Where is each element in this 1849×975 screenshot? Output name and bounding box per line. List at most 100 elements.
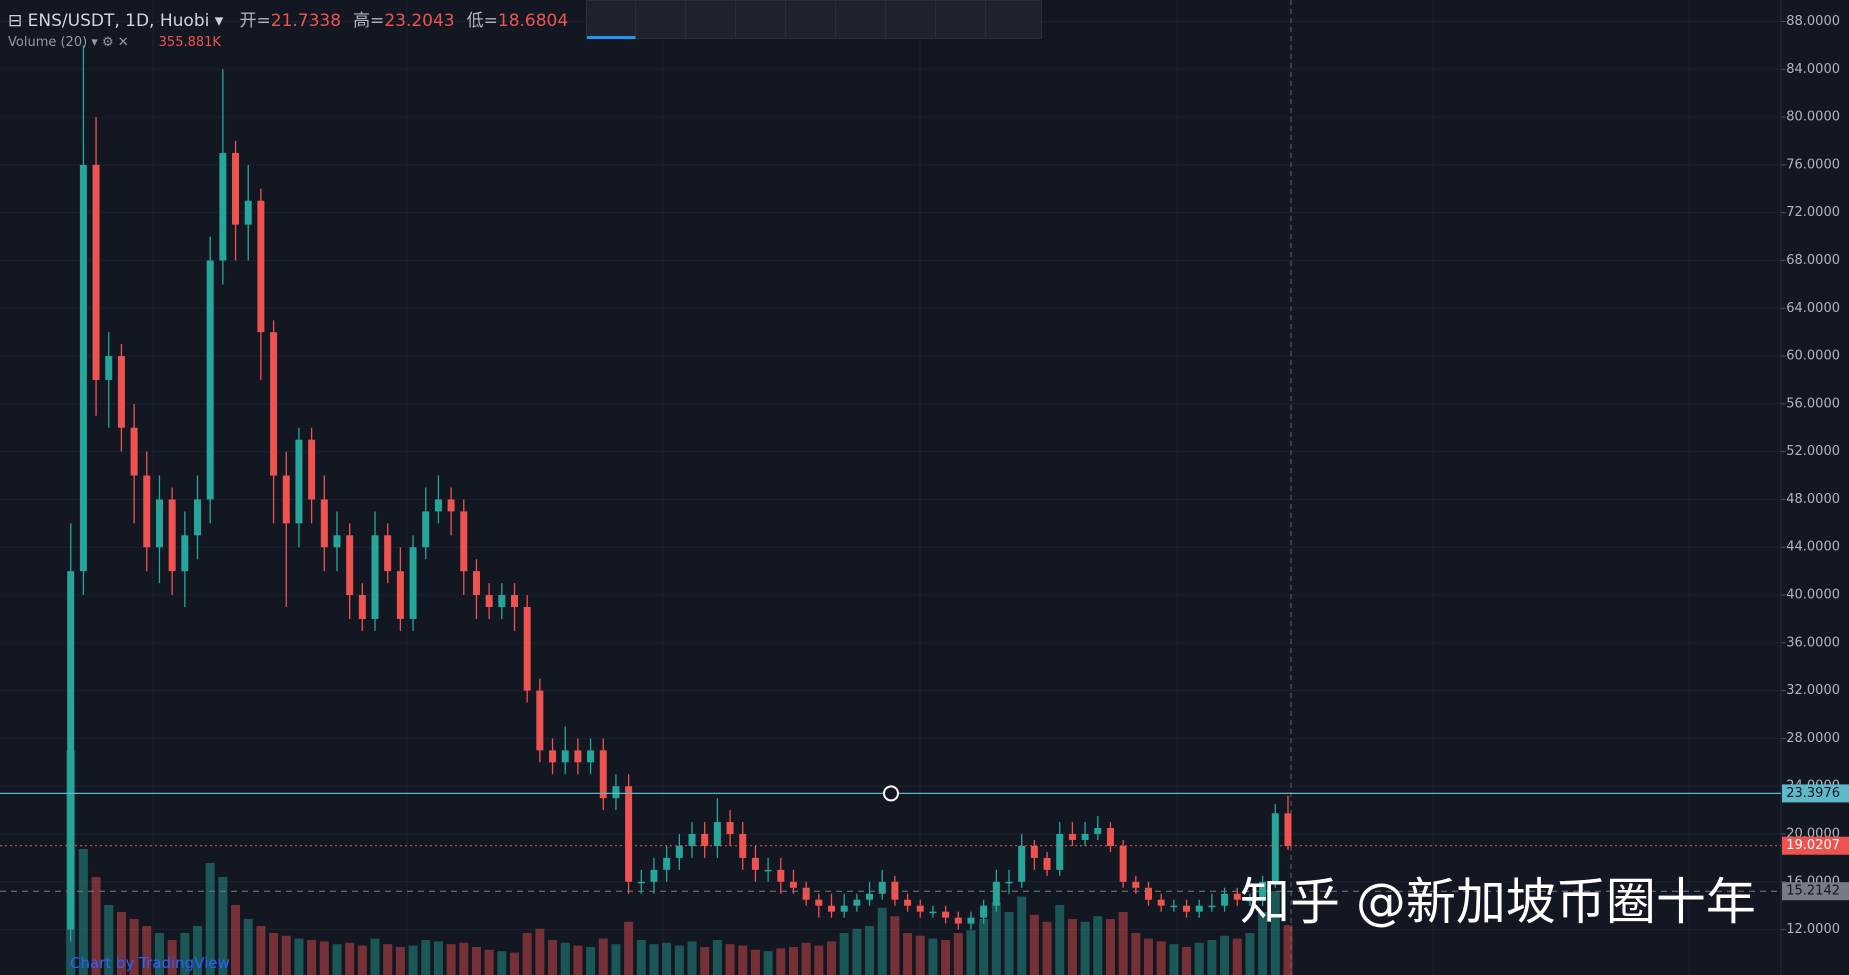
drawing-toolbar [586,0,1042,39]
candle-body [967,917,975,924]
candle-body [92,164,100,380]
candle-body [625,786,633,882]
volume-bar [154,933,164,975]
candle-body [574,750,582,763]
candle-body [130,427,138,476]
high-label: 高= [353,11,385,31]
y-tick-label: 48.0000 [1786,492,1840,507]
volume-bar [953,933,963,975]
volume-bar [510,952,519,975]
candle-body [1068,834,1076,840]
volume-bar [890,916,900,975]
volume-bar [1182,947,1192,975]
y-tick-label: 52.0000 [1786,444,1840,459]
volume-bar [459,942,469,975]
candles [67,45,1292,942]
candle-body [789,881,797,888]
volume-bar [142,926,152,975]
y-tick-label: 12.0000 [1786,922,1840,937]
candle-body [878,881,886,894]
tool-visibility[interactable] [936,1,986,39]
candle-body [764,869,772,872]
candle-body [1018,845,1026,882]
volume-bar [433,941,443,975]
volume-bar [877,907,887,975]
candle-body [409,547,417,619]
candle-body [561,750,569,763]
volume-bar [180,933,190,975]
candle-body [701,834,709,846]
volume-bar [687,941,697,975]
candle-body [1284,813,1292,846]
open-value: 21.7338 [270,11,342,31]
candle-body [1119,845,1127,882]
candle-body [751,857,759,870]
volume-bar [586,947,596,975]
candle-body [828,905,835,912]
candle-body [1030,845,1038,858]
candle-body [549,750,557,763]
y-tick-label: 36.0000 [1786,635,1840,650]
candle-body [663,857,671,870]
y-tick-label: 80.0000 [1786,110,1840,125]
candle-body [257,200,265,333]
candle-body [1106,828,1114,846]
volume-bar [1156,941,1166,975]
tool-line-style[interactable] [636,1,686,39]
volume-bar [497,951,507,975]
candle-body [1043,857,1051,870]
volume-bar [1245,933,1255,975]
volume-bar [116,912,126,975]
volume-bar [1042,921,1052,975]
volume-bar [1093,916,1103,975]
volume-bar [243,919,253,975]
y-tick-label: 28.0000 [1786,731,1840,746]
volume-bar [1118,912,1128,975]
volume-bar [1105,919,1115,975]
volume-bar [712,940,722,975]
y-tick-label: 76.0000 [1786,157,1840,172]
volume-bar [446,944,456,975]
legend: ⊟ ENS/USDT, 1D, Huobi ▾ 开=21.7338 高=23.20… [8,11,569,31]
tool-layers[interactable] [786,1,836,39]
volume-bar [307,940,317,975]
price-axis-bg [1781,0,1849,975]
candle-body [954,917,962,924]
volume-bar [357,945,367,975]
volume-bar [991,902,1001,975]
candle-body [992,881,1000,906]
volume-bar [104,905,114,975]
candle-body [270,332,278,476]
candle-body [1208,905,1216,908]
tool-lock[interactable] [886,1,936,39]
tool-clone[interactable] [836,1,886,39]
candle-body [815,899,823,906]
volume-bar [383,944,393,975]
y-tick-label: 88.0000 [1786,14,1840,29]
volume-bar [814,945,824,975]
candle-body [904,899,912,906]
volume-bar [395,947,405,975]
volume-bar [1169,944,1179,975]
candle-body [320,499,328,548]
volume-bars [66,751,1293,975]
candle-body [840,905,848,912]
candle-body [295,439,303,524]
tool-pencil[interactable] [587,1,636,39]
candle-body [67,571,75,930]
candle-body [713,822,721,846]
line-handle [883,785,899,802]
volume-bar [788,947,798,975]
candle-body [181,535,189,572]
tool-delete[interactable] [986,1,1035,39]
volume-bar [1017,896,1027,975]
candle-body [1005,881,1013,884]
candle-body [219,152,227,261]
candle-body [942,911,950,918]
candle-body [802,887,810,900]
high-value: 23.2043 [384,11,455,31]
tool-settings[interactable] [736,1,786,39]
volume-bar [231,905,241,975]
tool-line-width[interactable] [686,1,736,39]
candle-body [599,750,607,799]
